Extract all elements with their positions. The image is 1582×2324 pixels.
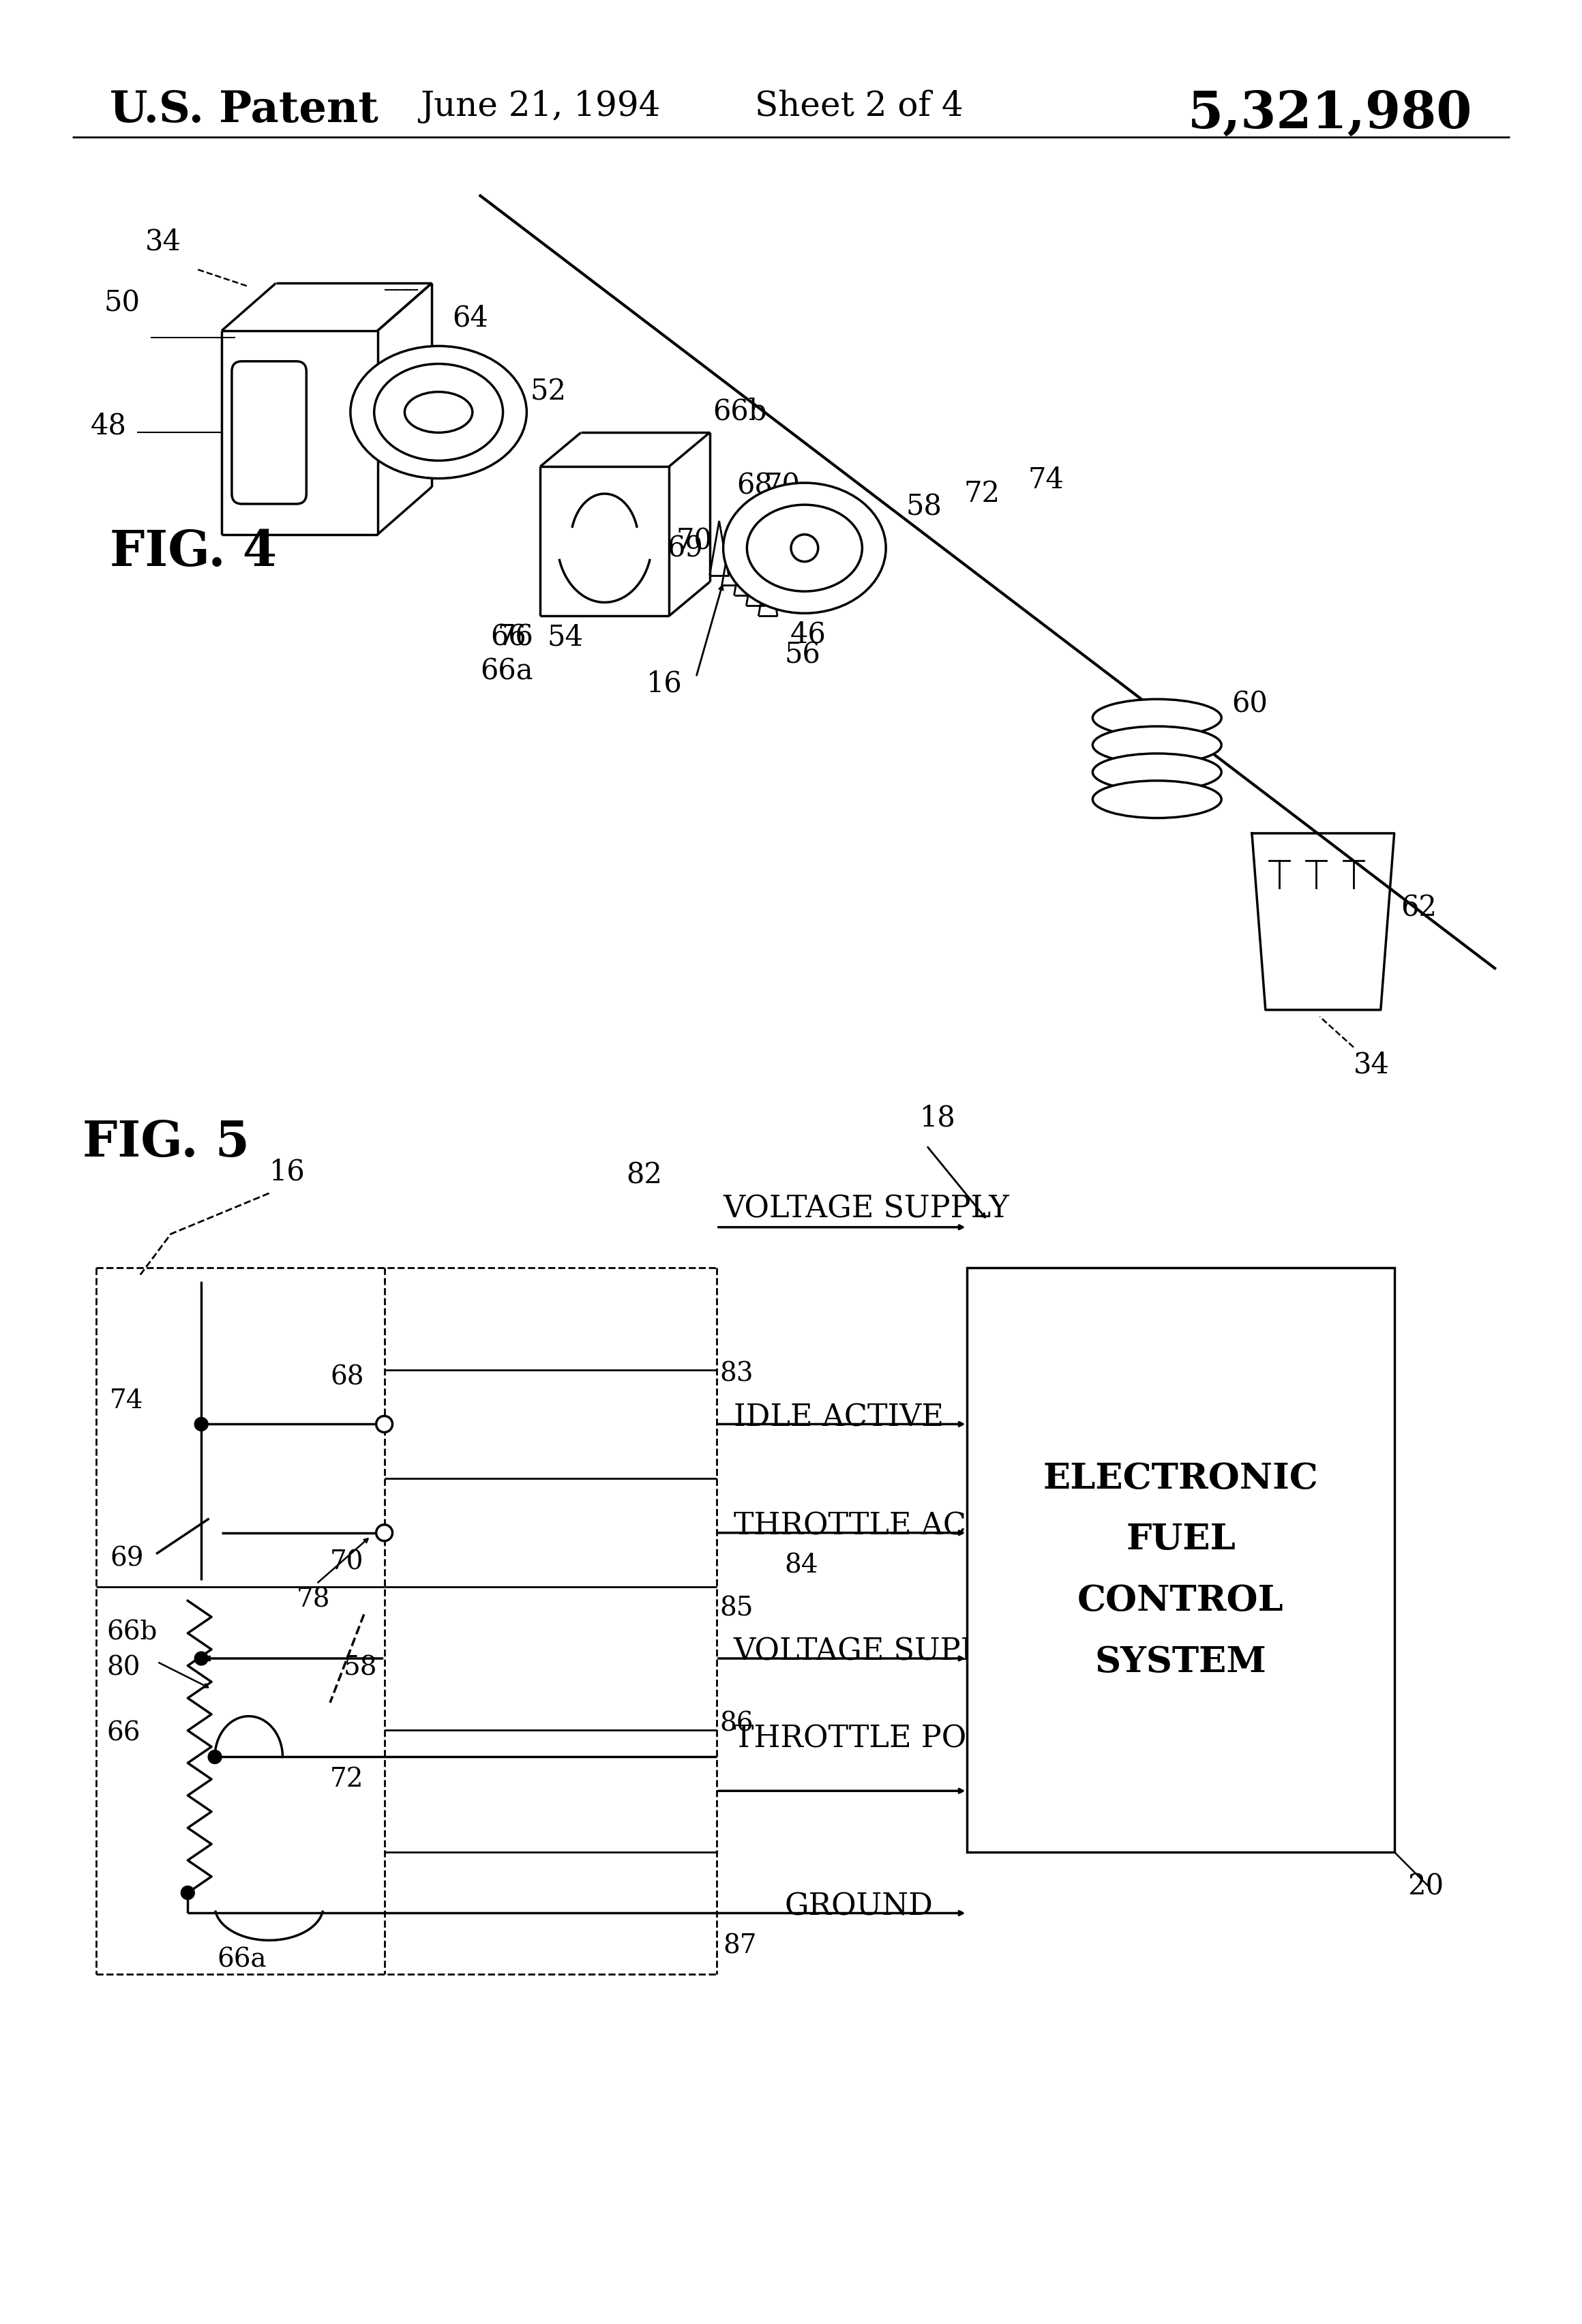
Text: 69: 69	[109, 1545, 144, 1571]
Text: 16: 16	[647, 669, 682, 697]
Text: 80: 80	[106, 1655, 141, 1680]
Text: 82: 82	[626, 1162, 663, 1190]
Text: 76: 76	[497, 623, 533, 651]
Circle shape	[195, 1418, 209, 1432]
Circle shape	[377, 1525, 392, 1541]
Text: FIG. 5: FIG. 5	[82, 1118, 250, 1167]
Text: 69: 69	[668, 535, 702, 562]
Text: 48: 48	[90, 411, 127, 439]
Text: 20: 20	[1408, 1873, 1444, 1901]
Text: 56: 56	[785, 641, 821, 669]
Text: CONTROL: CONTROL	[1077, 1583, 1285, 1618]
Text: U.S. Patent: U.S. Patent	[109, 91, 378, 130]
Circle shape	[209, 1750, 221, 1764]
Text: 70: 70	[331, 1550, 364, 1576]
Text: 34: 34	[146, 228, 180, 256]
Ellipse shape	[1093, 753, 1221, 790]
Text: 86: 86	[720, 1710, 753, 1736]
Text: VOLTAGE SUPPLY: VOLTAGE SUPPLY	[723, 1195, 1009, 1225]
Text: 16: 16	[269, 1157, 305, 1188]
Text: 78: 78	[296, 1587, 331, 1613]
Text: 66a: 66a	[481, 658, 533, 686]
Text: THROTTLE POSITION: THROTTLE POSITION	[734, 1724, 1082, 1755]
Text: 52: 52	[530, 376, 566, 407]
Circle shape	[180, 1887, 195, 1899]
Text: 70: 70	[676, 528, 712, 555]
Text: 58: 58	[343, 1655, 378, 1680]
Text: 66: 66	[106, 1720, 141, 1745]
Text: 74: 74	[109, 1390, 144, 1413]
Text: 68: 68	[331, 1364, 364, 1390]
Ellipse shape	[1093, 781, 1221, 818]
Text: 54: 54	[547, 623, 584, 651]
Text: GROUND: GROUND	[785, 1892, 933, 1922]
Text: June 21, 1994: June 21, 1994	[421, 91, 660, 123]
Text: 70: 70	[764, 472, 800, 500]
Text: VOLTAGE SUPPLY: VOLTAGE SUPPLY	[734, 1636, 1020, 1666]
Text: 85: 85	[720, 1597, 753, 1622]
Text: 83: 83	[720, 1362, 753, 1387]
Text: 84: 84	[785, 1552, 818, 1578]
Text: ELECTRONIC: ELECTRONIC	[1043, 1462, 1318, 1497]
Text: 72: 72	[963, 479, 1000, 509]
Text: IDLE ACTIVE: IDLE ACTIVE	[734, 1404, 943, 1432]
Text: SYSTEM: SYSTEM	[1095, 1645, 1267, 1680]
Ellipse shape	[351, 346, 527, 479]
Ellipse shape	[723, 483, 886, 614]
Bar	[967, 1269, 1394, 1852]
Text: 72: 72	[331, 1766, 364, 1792]
Text: 62: 62	[1402, 895, 1436, 923]
Text: 46: 46	[789, 621, 826, 648]
Text: 64: 64	[452, 304, 489, 332]
Text: 34: 34	[1354, 1050, 1389, 1078]
Ellipse shape	[1093, 727, 1221, 765]
Text: 66: 66	[490, 623, 527, 651]
Text: 60: 60	[1231, 690, 1267, 718]
Text: 66b: 66b	[713, 397, 767, 425]
Ellipse shape	[1093, 700, 1221, 737]
Circle shape	[377, 1415, 392, 1432]
Text: 50: 50	[104, 288, 141, 316]
Text: THROTTLE ACTIVE: THROTTLE ACTIVE	[734, 1511, 1043, 1541]
Text: 68: 68	[737, 472, 772, 500]
Text: FIG. 4: FIG. 4	[109, 528, 277, 576]
Circle shape	[195, 1652, 209, 1666]
Text: 66a: 66a	[217, 1948, 267, 1973]
Text: 87: 87	[723, 1934, 756, 1959]
Text: 18: 18	[919, 1104, 956, 1132]
Text: 66b: 66b	[106, 1620, 157, 1645]
Text: 5,321,980: 5,321,980	[1188, 91, 1473, 139]
Text: 74: 74	[1028, 465, 1065, 495]
Text: Sheet 2 of 4: Sheet 2 of 4	[755, 91, 963, 123]
Text: 58: 58	[906, 493, 943, 521]
Text: FUEL: FUEL	[1126, 1522, 1236, 1557]
